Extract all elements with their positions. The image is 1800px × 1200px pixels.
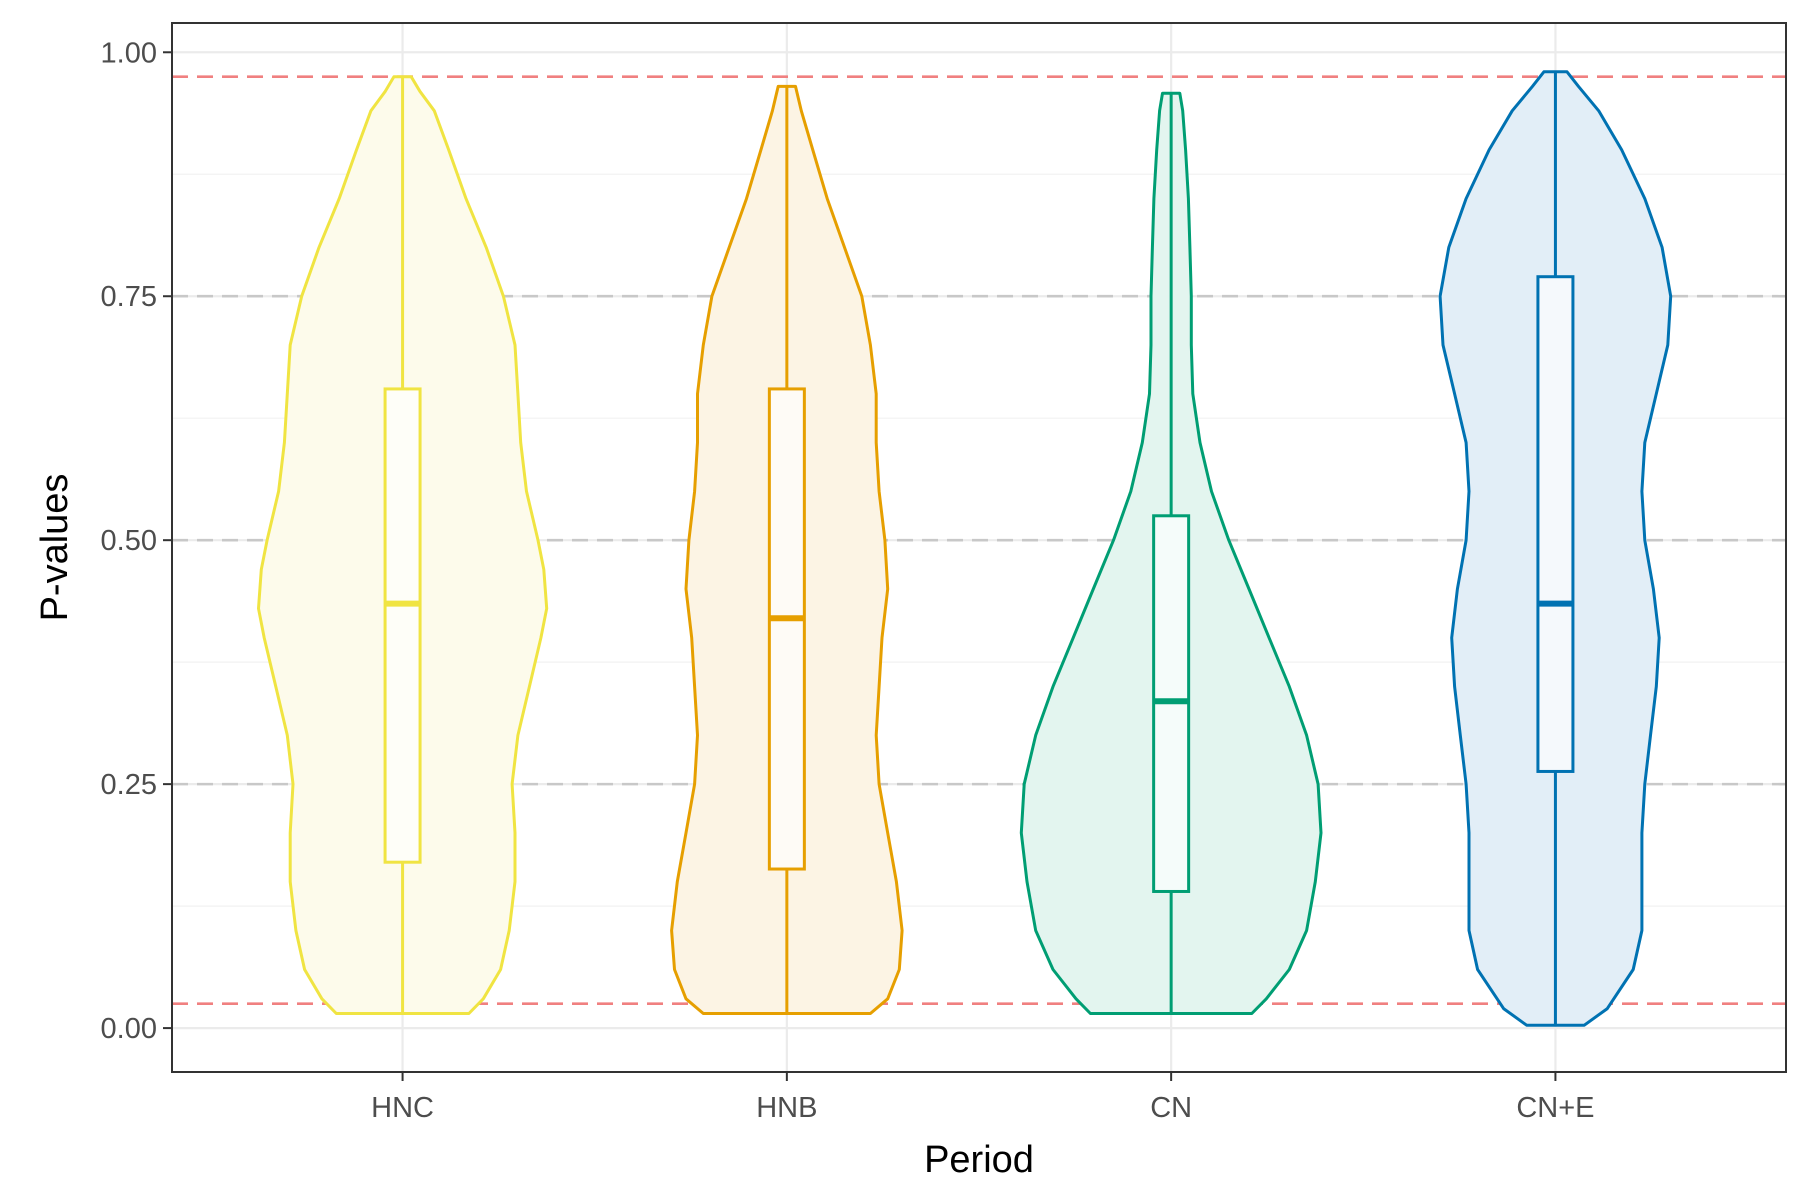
box-plots — [383, 71, 1575, 1026]
box — [383, 387, 422, 864]
box — [1536, 275, 1575, 773]
y-tick-label: 0.00 — [101, 1013, 157, 1045]
y-tick-label: 0.75 — [101, 281, 157, 313]
y-tick-label: 1.00 — [101, 37, 157, 69]
y-axis-title: P-values — [34, 474, 76, 622]
axes: 0.00 0.25 0.50 0.75 1.00 HNC HNB CN CN+E — [101, 37, 1595, 1124]
plot-border — [171, 22, 1787, 1073]
box — [767, 387, 806, 871]
x-tick-label: CN — [1150, 1092, 1192, 1124]
y-tick-label: 0.50 — [101, 525, 157, 557]
x-tick-label: HNC — [371, 1092, 434, 1124]
x-tick-label: CN+E — [1516, 1092, 1594, 1124]
reference-lines — [172, 75, 1786, 1005]
x-axis-title: Period — [924, 1139, 1034, 1181]
x-tick-label: HNB — [756, 1092, 817, 1124]
y-tick-label: 0.25 — [101, 769, 157, 801]
